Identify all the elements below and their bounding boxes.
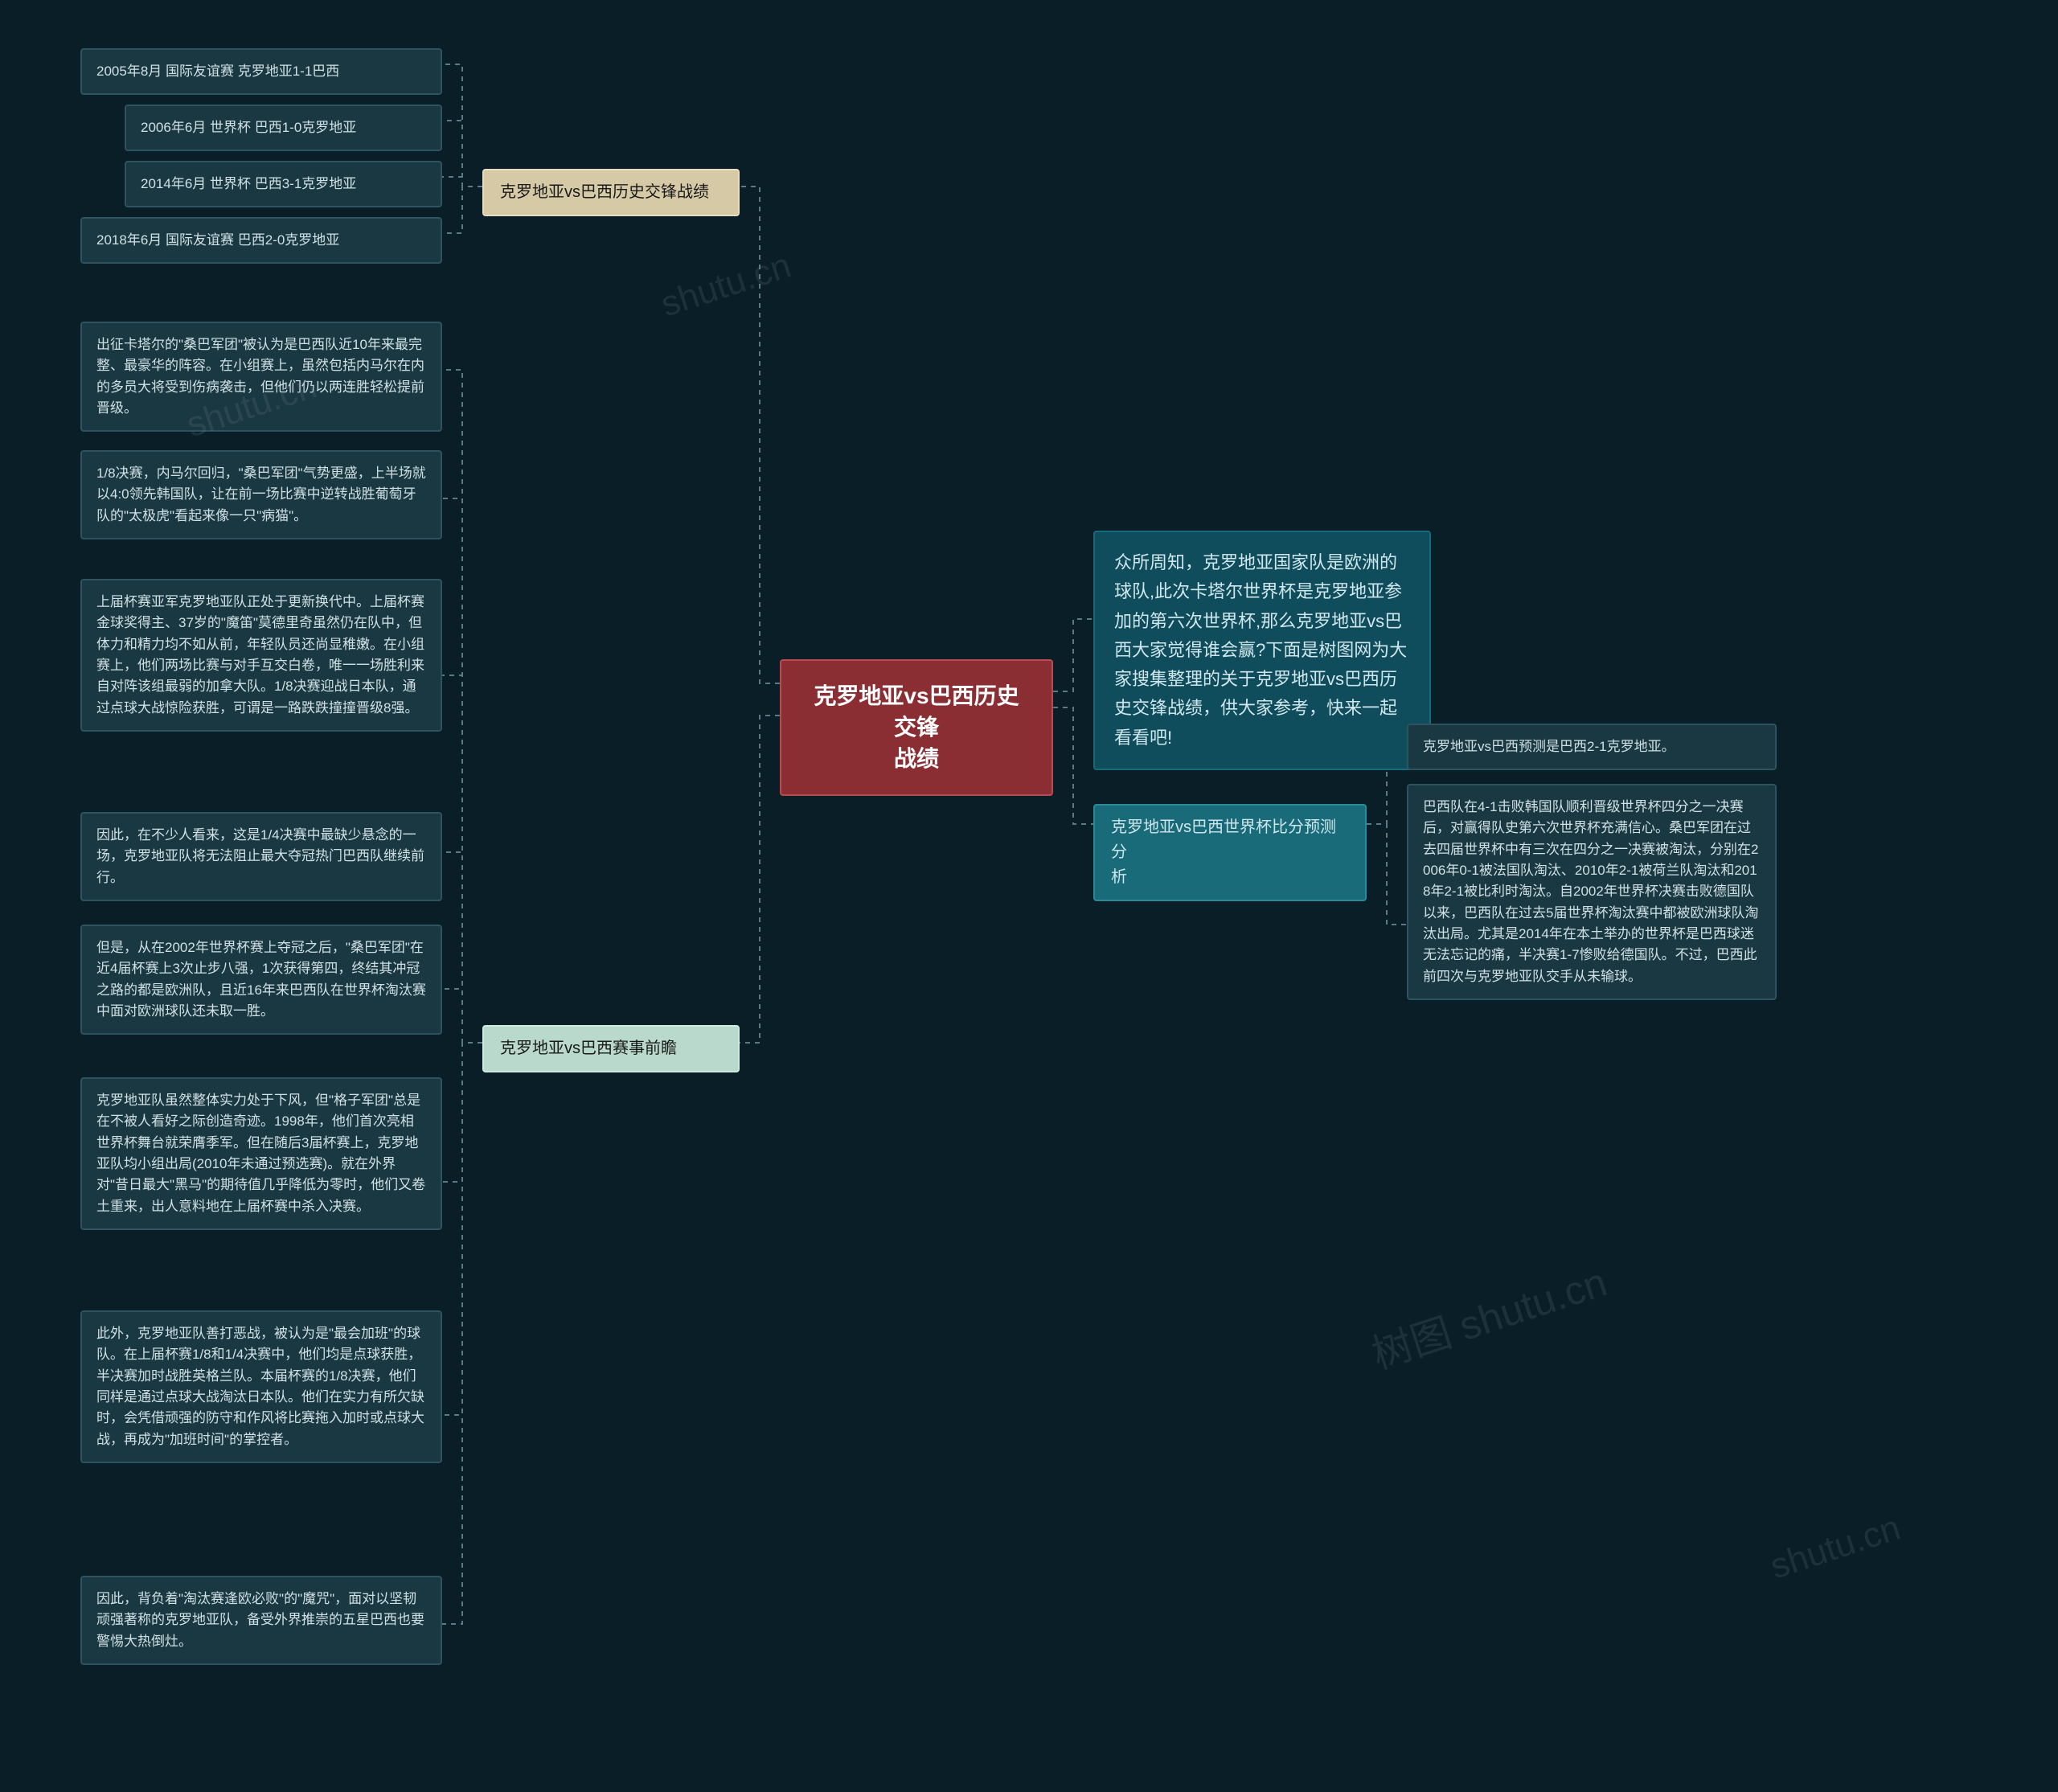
prediction-item-0: 克罗地亚vs巴西预测是巴西2-1克罗地亚。 (1407, 724, 1777, 770)
preview-item-6: 此外，克罗地亚队善打恶战，被认为是"最会加班"的球队。在上届杯赛1/8和1/4决… (80, 1310, 442, 1463)
preview-item-3: 因此，在不少人看来，这是1/4决赛中最缺少悬念的一场，克罗地亚队将无法阻止最大夺… (80, 812, 442, 901)
preview-item-2: 上届杯赛亚军克罗地亚队正处于更新换代中。上届杯赛金球奖得主、37岁的"魔笛"莫德… (80, 579, 442, 732)
prediction-branch: 克罗地亚vs巴西世界杯比分预测分 析 (1093, 804, 1367, 901)
preview-item-1: 1/8决赛，内马尔回归，"桑巴军团"气势更盛，上半场就以4:0领先韩国队，让在前… (80, 450, 442, 539)
intro-node: 众所周知，克罗地亚国家队是欧洲的球队,此次卡塔尔世界杯是克罗地亚参加的第六次世界… (1093, 531, 1431, 770)
preview-item-7: 因此，背负着"淘汰赛逢欧必败"的"魔咒"，面对以坚韧顽强著称的克罗地亚队，备受外… (80, 1576, 442, 1665)
watermark-2: shutu.cn (1765, 1508, 1905, 1588)
preview-branch: 克罗地亚vs巴西赛事前瞻 (482, 1025, 740, 1072)
preview-item-4: 但是，从在2002年世界杯赛上夺冠之后，"桑巴军团"在近4届杯赛上3次止步八强，… (80, 925, 442, 1035)
watermark-1: shutu.cn (656, 246, 796, 326)
watermark-3: 树图 shutu.cn (1363, 1250, 1613, 1380)
root-node: 克罗地亚vs巴西历史交锋 战绩 (780, 659, 1053, 796)
history-item-2: 2014年6月 世界杯 巴西3-1克罗地亚 (125, 161, 442, 207)
prediction-item-1: 巴西队在4-1击败韩国队顺利晋级世界杯四分之一决赛后，对赢得队史第六次世界杯充满… (1407, 784, 1777, 1000)
preview-item-0: 出征卡塔尔的"桑巴军团"被认为是巴西队近10年来最完整、最豪华的阵容。在小组赛上… (80, 322, 442, 432)
history-item-3: 2018年6月 国际友谊赛 巴西2-0克罗地亚 (80, 217, 442, 264)
preview-item-5: 克罗地亚队虽然整体实力处于下风，但"格子军团"总是在不被人看好之际创造奇迹。19… (80, 1077, 442, 1230)
history-item-0: 2005年8月 国际友谊赛 克罗地亚1-1巴西 (80, 48, 442, 95)
history-branch: 克罗地亚vs巴西历史交锋战绩 (482, 169, 740, 216)
history-item-1: 2006年6月 世界杯 巴西1-0克罗地亚 (125, 105, 442, 151)
